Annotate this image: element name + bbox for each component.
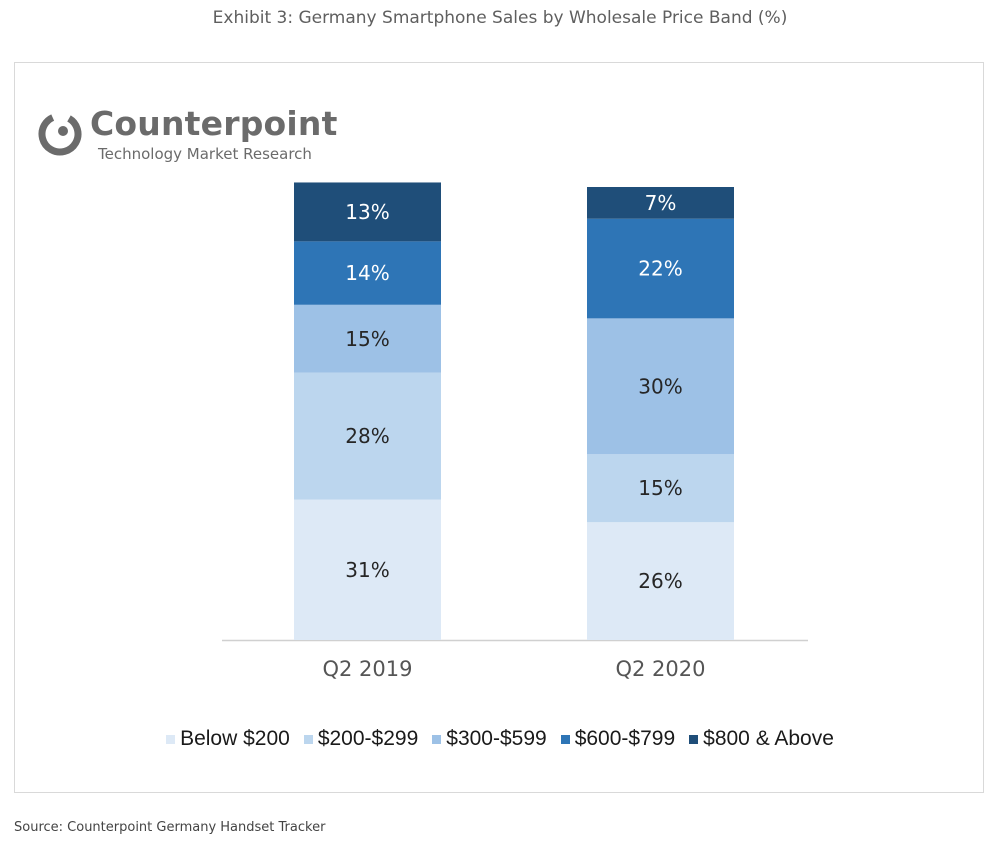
data-label: 30% (638, 374, 682, 398)
bar-segment (294, 304, 441, 373)
data-label: 22% (638, 257, 682, 281)
exhibit-title: Exhibit 3: Germany Smartphone Sales by W… (212, 8, 788, 28)
legend-label: $300-$599 (446, 727, 547, 750)
legend-item: Below $200 (166, 727, 290, 751)
bar-segment (294, 372, 441, 500)
legend-item: $300-$599 (432, 727, 547, 751)
bar-segment (587, 454, 734, 523)
bar-segment (294, 182, 441, 242)
data-label: 13% (345, 200, 389, 224)
legend-swatch (689, 734, 699, 744)
chart-frame (14, 62, 984, 793)
legend-label: $600-$799 (574, 727, 676, 750)
logo-tagline: Technology Market Research (98, 145, 312, 163)
legend-swatch (560, 734, 570, 744)
bar-segment (294, 499, 441, 640)
bar-segment (587, 318, 734, 455)
bar-segment (587, 187, 734, 219)
legend-swatch (432, 734, 442, 744)
legend-item: $800 & Above (689, 727, 834, 751)
source-note: Source: Counterpoint Germany Handset Tra… (14, 820, 326, 835)
legend-label: $200-$299 (317, 727, 419, 750)
data-label: 15% (345, 327, 389, 351)
legend-swatch (303, 734, 313, 744)
x-tick-label: Q2 2019 (322, 657, 412, 681)
data-label: 15% (638, 476, 682, 500)
data-label: 28% (345, 424, 389, 448)
data-label: 7% (645, 191, 677, 215)
legend-label: $800 & Above (703, 727, 834, 750)
legend-item: $600-$799 (560, 727, 676, 751)
data-label: 31% (345, 558, 389, 582)
counterpoint-logo-icon (38, 112, 82, 156)
bar-segment (294, 241, 441, 305)
chart-legend: Below $200 $200-$299 $300-$599 $600-$799 $80… (0, 727, 1000, 751)
data-label: 14% (345, 261, 389, 285)
data-label: 26% (638, 569, 682, 593)
bar-segment (587, 218, 734, 319)
logo-name: Counterpoint (90, 104, 338, 143)
counterpoint-logo: Counterpoint Technology Market Research (36, 104, 356, 174)
x-tick-label: Q2 2020 (615, 657, 705, 681)
legend-label: Below $200 (180, 727, 290, 750)
legend-swatch (166, 734, 176, 744)
legend-item: $200-$299 (303, 727, 419, 751)
bar-segment (587, 522, 734, 640)
